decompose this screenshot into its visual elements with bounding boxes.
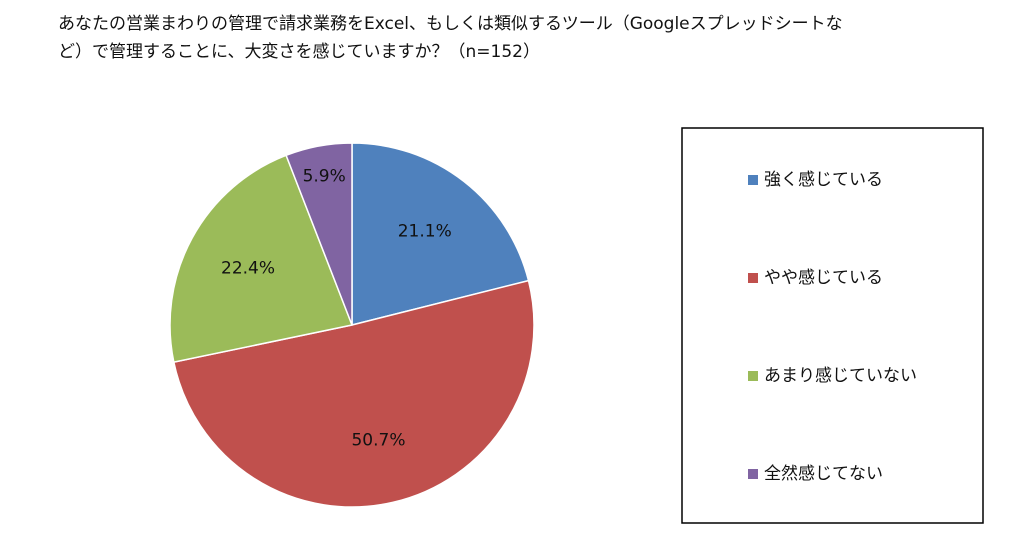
pie-slice	[285, 142, 353, 326]
data-label: 5.9%	[303, 167, 346, 187]
legend-swatch	[748, 371, 758, 381]
legend-box	[681, 127, 984, 524]
legend-label: やや感じている	[764, 268, 883, 288]
chart-title: あなたの営業まわりの管理で請求業務をExcel、もしくは類似するツール（Goog…	[58, 14, 843, 62]
legend-swatch	[748, 175, 758, 185]
legend-swatch	[748, 469, 758, 479]
data-label: 22.4%	[221, 259, 275, 279]
legend-label: あまり感じていない	[764, 366, 917, 386]
legend-label: 全然感じてない	[764, 464, 883, 484]
data-label: 50.7%	[351, 430, 405, 450]
legend-swatch	[748, 273, 758, 283]
pie-slice	[169, 154, 354, 364]
pie-slice	[351, 142, 530, 326]
legend-label: 強く感じている	[764, 170, 883, 190]
pie-slice	[172, 279, 535, 508]
data-label: 21.1%	[398, 222, 452, 242]
